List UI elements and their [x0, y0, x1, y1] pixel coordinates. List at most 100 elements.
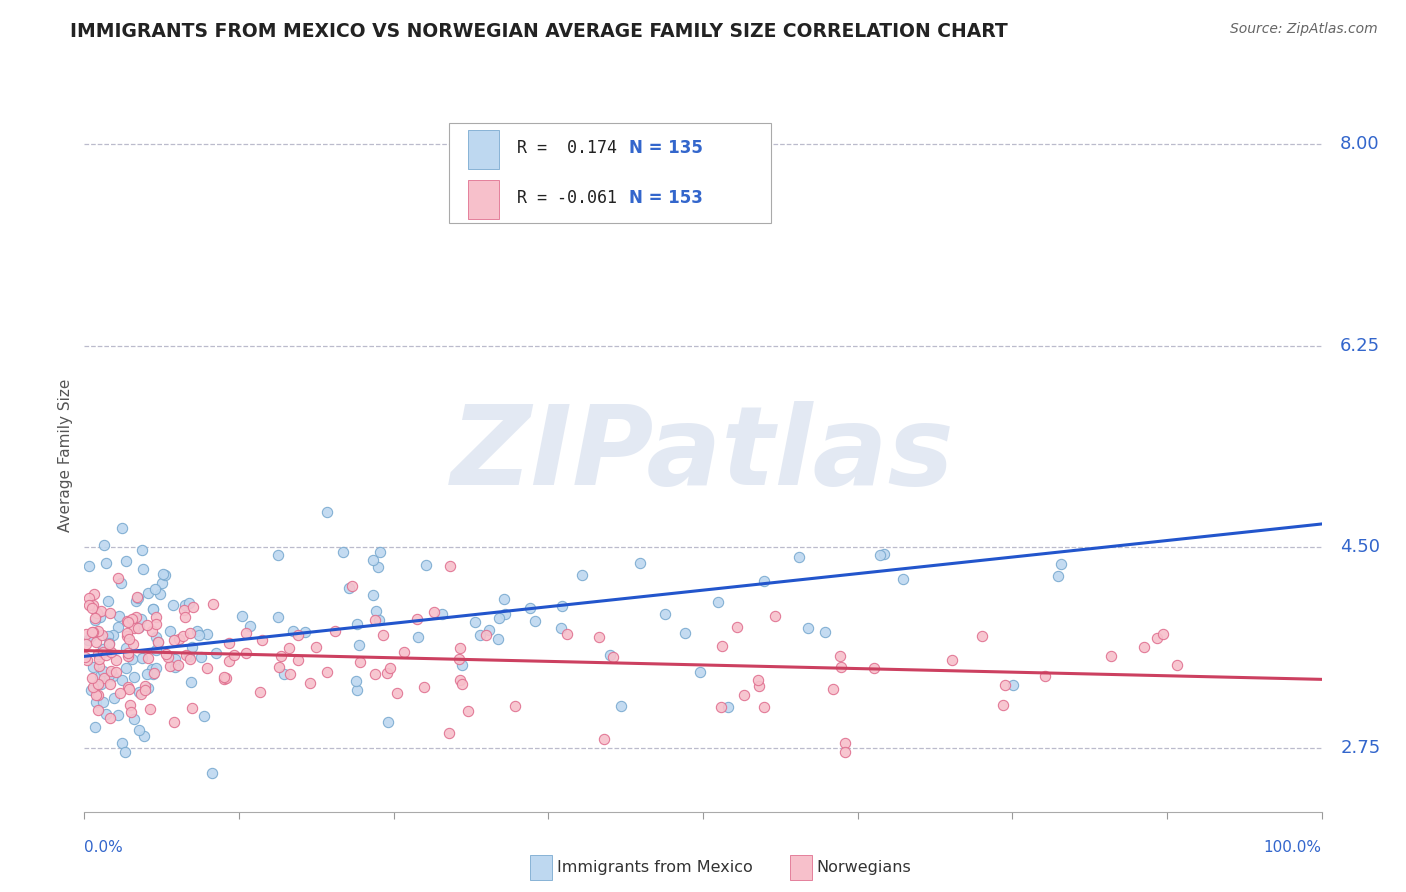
Point [107, 571, 129, 585]
Point [201, 766, 224, 780]
Point [270, 648, 292, 663]
Point [93, 671, 115, 685]
Point [725, 619, 748, 633]
Point [129, 687, 152, 701]
Point [190, 650, 212, 665]
Point [75, 626, 97, 640]
Point [111, 673, 134, 687]
Point [709, 700, 731, 714]
Point [361, 553, 384, 567]
Point [163, 659, 186, 673]
Point [94, 707, 117, 722]
Point [117, 615, 139, 629]
Point [132, 562, 155, 576]
Point [733, 689, 755, 703]
Point [834, 745, 856, 759]
Point [941, 653, 963, 667]
Point [406, 612, 429, 626]
Point [364, 613, 387, 627]
Point [449, 652, 471, 666]
Point [118, 632, 141, 646]
Point [145, 610, 167, 624]
Point [117, 628, 139, 642]
Point [689, 665, 711, 680]
Point [91, 628, 114, 642]
Point [118, 698, 141, 712]
Point [117, 680, 139, 694]
Point [830, 648, 852, 663]
Point [80, 629, 103, 643]
Text: 100.0%: 100.0% [1264, 840, 1322, 855]
Point [1001, 678, 1024, 692]
Point [117, 648, 139, 663]
Point [80, 625, 103, 640]
Point [323, 624, 346, 639]
Point [222, 648, 245, 662]
Point [346, 616, 368, 631]
Point [149, 587, 172, 601]
Point [128, 723, 150, 738]
Point [346, 673, 368, 688]
Point [111, 521, 134, 535]
Point [375, 665, 398, 680]
Point [128, 685, 150, 699]
Point [212, 670, 235, 684]
Point [146, 635, 169, 649]
Point [120, 705, 142, 719]
Point [97, 594, 120, 608]
Point [555, 627, 578, 641]
Point [267, 660, 290, 674]
FancyBboxPatch shape [468, 130, 499, 169]
Text: N = 153: N = 153 [628, 189, 703, 207]
Point [179, 626, 201, 640]
Point [96, 648, 118, 662]
Point [86, 688, 108, 702]
Point [332, 544, 354, 558]
Point [305, 640, 328, 654]
Point [364, 667, 387, 681]
FancyBboxPatch shape [450, 123, 770, 223]
Point [84, 720, 107, 734]
Point [814, 624, 837, 639]
Point [110, 686, 132, 700]
FancyBboxPatch shape [790, 855, 811, 880]
Point [752, 699, 775, 714]
Point [156, 650, 179, 665]
Point [277, 641, 299, 656]
Point [451, 657, 474, 672]
Point [488, 611, 510, 625]
Point [571, 568, 593, 582]
Point [146, 635, 169, 649]
Point [122, 621, 145, 635]
Point [122, 712, 145, 726]
Point [83, 587, 105, 601]
Point [141, 624, 163, 638]
Point [406, 630, 429, 644]
Point [315, 505, 337, 519]
Point [195, 627, 218, 641]
Point [159, 624, 181, 638]
Point [134, 679, 156, 693]
Point [84, 613, 107, 627]
Point [108, 609, 131, 624]
Text: 8.00: 8.00 [1340, 136, 1379, 153]
Point [100, 645, 122, 659]
Point [82, 660, 104, 674]
Point [131, 612, 153, 626]
Point [602, 650, 624, 665]
Point [87, 648, 110, 662]
Point [124, 593, 146, 607]
Point [73, 649, 96, 664]
Point [993, 698, 1015, 713]
Point [145, 630, 167, 644]
Point [423, 605, 446, 619]
Point [100, 664, 122, 678]
Point [167, 658, 190, 673]
Point [117, 646, 139, 660]
Text: N = 135: N = 135 [628, 139, 703, 157]
Point [235, 646, 257, 660]
Point [131, 542, 153, 557]
Point [266, 609, 288, 624]
Point [87, 658, 110, 673]
Point [830, 660, 852, 674]
